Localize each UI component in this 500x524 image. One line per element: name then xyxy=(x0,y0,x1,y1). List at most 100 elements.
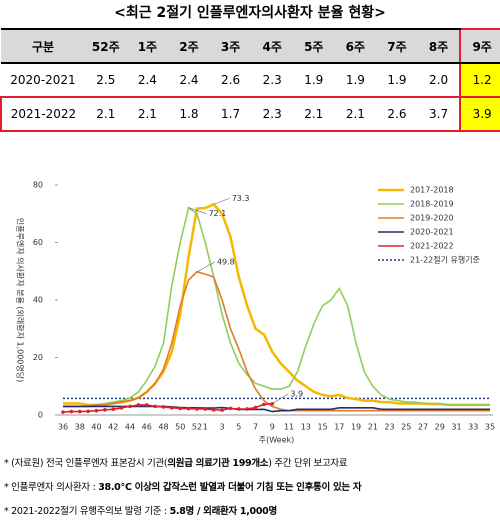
note-text: ) 주간 단위 보고자료 xyxy=(268,458,348,469)
note-text: 의원급 의료기관 199개소 xyxy=(167,458,269,469)
table-cell: 1.7 xyxy=(209,96,252,132)
table-cell: 1.9 xyxy=(292,63,335,98)
annotation-leader xyxy=(196,261,216,273)
point xyxy=(153,404,157,409)
header-cell: 6주 xyxy=(334,28,377,64)
table-cell: 2.1 xyxy=(292,96,335,132)
annotation: 73.3 xyxy=(232,194,250,203)
table-row: 2020-2021 2.5 2.4 2.4 2.6 2.3 1.9 1.9 1.9 2.0 1.2 xyxy=(1,63,500,98)
rate-table: 구분 52주 1주 2주 3주 4주 5주 6주 7주 8주 9주 2020-2021 2.5 2.4 2.… xyxy=(0,28,500,132)
table-cell: 2.6 xyxy=(376,96,418,132)
x-tick-label: 21 xyxy=(368,423,378,432)
series-line xyxy=(63,270,490,412)
table-cell: 1.2 xyxy=(459,63,500,98)
x-tick-label: 31 xyxy=(451,423,461,432)
table-cell: 2.6 xyxy=(209,63,252,98)
table-cell: 2.1 xyxy=(85,96,127,132)
annotation: 3.9 xyxy=(290,389,303,398)
point xyxy=(61,410,65,414)
legend-label: 2018-2019 xyxy=(410,200,454,209)
point xyxy=(253,405,258,410)
page-title: <최근 2절기 인플루엔자의사환자 분율 현황> xyxy=(114,5,386,21)
point xyxy=(161,405,166,409)
annotation: 49.8 xyxy=(217,257,235,266)
x-tick-label: 11 xyxy=(284,423,294,432)
y-tick-label: 80 xyxy=(33,181,43,190)
annotation-leader xyxy=(272,393,289,405)
table-cell: 2.4 xyxy=(126,63,169,98)
y-tick-label: 40 xyxy=(33,296,43,305)
annotation: 72.1 xyxy=(209,209,227,218)
note: * (자료원) 전국 인플루엔자 표본감시 기관(의원급 의료기관 199개소)… xyxy=(4,455,500,469)
row-label: 2021-2022 xyxy=(0,96,85,132)
point xyxy=(178,406,183,411)
header-cell: 52주 xyxy=(85,28,127,64)
x-tick-label: 27 xyxy=(418,423,428,432)
point xyxy=(94,408,99,413)
note-text: 38.0℃ 이상의 갑작스런 발열과 더불어 기침 또는 인후통이 있는 자 xyxy=(98,482,362,493)
point xyxy=(144,403,149,407)
x-tick-label: 50 xyxy=(175,423,185,432)
table-cell: 2.1 xyxy=(334,96,377,132)
x-axis-label: 주(Week) xyxy=(259,436,295,445)
table-row: 2021-2022 2.1 2.1 1.8 1.7 2.3 2.1 2.1 2.6 3.7 3.9 xyxy=(0,96,500,132)
y-tick-label: 20 xyxy=(33,353,43,362)
x-tick-label: 19 xyxy=(351,423,361,432)
header-cell: 구분 xyxy=(1,28,85,64)
header-row: 구분 52주 1주 2주 3주 4주 5주 6주 7주 8주 9주 xyxy=(1,28,500,64)
y-axis-label: 인플루엔자 의사환자 분율 (외래환자 1,000명당) xyxy=(16,218,26,382)
table-cell: 2.1 xyxy=(126,96,169,132)
note-text: * (자료원) 전국 인플루엔자 표본감시 기관( xyxy=(4,458,168,469)
table-cell: 2.3 xyxy=(251,96,293,132)
x-tick-label: 15 xyxy=(317,423,327,432)
header-cell: 7주 xyxy=(376,28,418,64)
legend-label: 2019-2020 xyxy=(410,214,454,223)
header-cell: 5주 xyxy=(292,28,335,64)
table-cell: 2.3 xyxy=(251,63,293,98)
legend-label: 21-22절기 유행기준 xyxy=(410,255,480,265)
header-cell: 3주 xyxy=(209,28,252,64)
table-cell: 3.9 xyxy=(459,96,500,132)
header-cell: 9주 xyxy=(459,28,500,64)
point xyxy=(270,401,275,406)
point xyxy=(103,408,107,412)
note: * 2021-2022절기 유행주의보 발령 기준 : 5.8명 / 외래환자 … xyxy=(4,503,500,517)
x-tick-label: 17 xyxy=(334,423,344,432)
header-cell: 4주 xyxy=(251,28,293,64)
x-tick-label: 36 xyxy=(58,423,68,432)
table-cell: 2.4 xyxy=(168,63,210,98)
point xyxy=(69,409,74,414)
x-tick-label: 52 xyxy=(192,423,202,432)
x-tick-label: 35 xyxy=(485,423,495,432)
x-tick-label: 25 xyxy=(401,423,411,432)
table-cell: 1.8 xyxy=(168,96,210,132)
point xyxy=(170,406,174,410)
point xyxy=(77,409,82,414)
x-tick-label: 1 xyxy=(203,423,208,432)
point xyxy=(128,404,132,409)
x-tick-label: 38 xyxy=(75,423,85,432)
x-tick-label: 29 xyxy=(435,423,445,432)
point xyxy=(119,406,124,410)
header-cell: 8주 xyxy=(417,28,461,64)
table-cell: 1.9 xyxy=(376,63,418,98)
x-tick-label: 13 xyxy=(301,423,311,432)
point xyxy=(228,406,233,411)
annotation-leader xyxy=(213,197,230,205)
note-text: * 2021-2022절기 유행주의보 발령 기준 : xyxy=(4,506,170,517)
note-text: 5.8명 / 외래환자 1,000명 xyxy=(169,506,278,517)
x-tick-label: 40 xyxy=(91,423,101,432)
x-tick-label: 46 xyxy=(142,423,152,432)
x-tick-label: 7 xyxy=(253,423,258,432)
row-label: 2020-2021 xyxy=(1,63,85,98)
x-tick-label: 3 xyxy=(220,423,225,432)
legend-label: 2020-2021 xyxy=(410,228,454,237)
annotation-leader xyxy=(188,207,207,214)
note-text: * 인플루엔자 의사환자 : xyxy=(4,482,99,493)
x-tick-label: 33 xyxy=(468,423,478,432)
table-cell: 3.7 xyxy=(417,96,461,132)
y-tick-label: 0 xyxy=(38,411,43,420)
x-tick-label: 9 xyxy=(270,423,275,432)
